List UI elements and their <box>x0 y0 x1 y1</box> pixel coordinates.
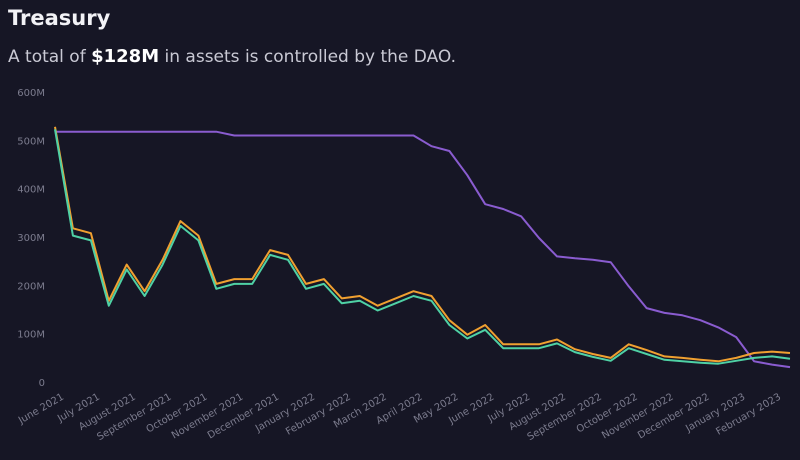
series-line <box>54 129 791 365</box>
total-amount: $128M <box>91 46 160 67</box>
series-line <box>55 130 791 369</box>
title: Treasury <box>8 6 111 30</box>
series-line <box>54 126 791 363</box>
y-tick-label: 500M <box>17 136 45 147</box>
y-tick-label: 300M <box>17 233 45 244</box>
y-tick-label: 200M <box>17 281 45 292</box>
subtitle: A total of $128M in assets is controlled… <box>8 46 456 67</box>
subtitle-text: A total of <box>8 47 92 67</box>
y-tick-label: 400M <box>17 185 45 196</box>
x-tick-label: February 2023 <box>714 392 783 438</box>
y-tick-label: 600M <box>17 88 45 99</box>
y-tick-label: 100M <box>17 330 45 341</box>
subtitle-text: in assets is controlled by the DAO. <box>159 47 457 67</box>
x-tick-label: June 2021 <box>16 392 66 427</box>
y-tick-label: 0 <box>39 378 45 389</box>
